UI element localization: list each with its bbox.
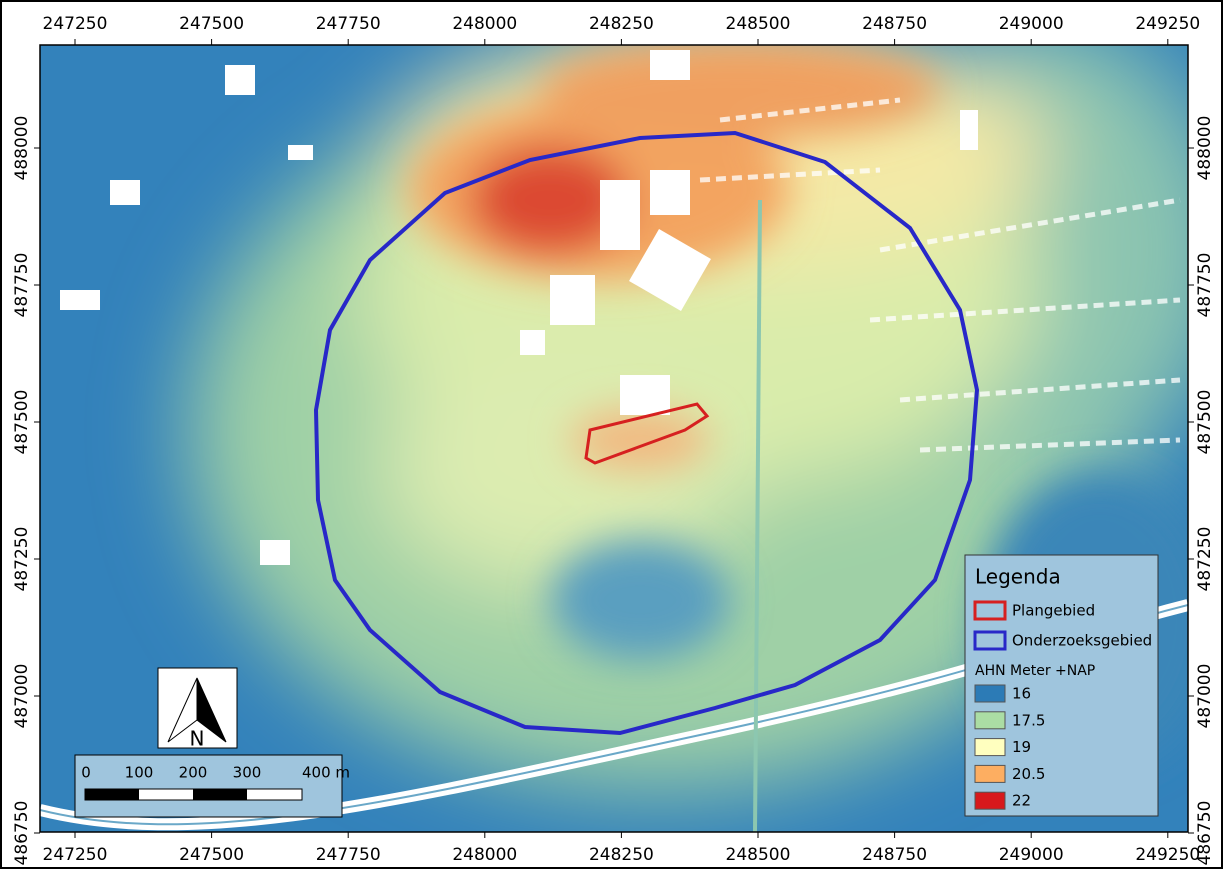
x-tick-label-top: 247750	[316, 14, 381, 34]
north-arrow: N	[157, 667, 238, 751]
y-tick-label-left: 487000	[12, 664, 32, 729]
y-tick-label-right: 486750	[1195, 801, 1215, 866]
x-tick-label-bottom: 249000	[999, 845, 1064, 865]
x-tick-label-top: 247250	[43, 14, 108, 34]
y-tick-label-right: 487250	[1195, 527, 1215, 592]
legend-area-label: Onderzoeksgebied	[1012, 632, 1152, 650]
x-tick-label-bottom: 247750	[316, 845, 381, 865]
scale-label: 0	[81, 764, 91, 782]
y-tick-label-right: 487000	[1195, 664, 1215, 729]
legend: Legenda Plangebied Onderzoeksgebied AHN Met…	[964, 554, 1159, 817]
x-tick-label-top: 248500	[726, 14, 791, 34]
scale-label: 300	[233, 764, 262, 782]
legend-ramp-swatch	[974, 738, 1006, 757]
onderzoeksgebied-outline	[313, 130, 980, 736]
legend-ramp-label: 20.5	[1012, 765, 1045, 783]
legend-ramp-label: 16	[1012, 685, 1031, 703]
x-tick-label-top: 249000	[999, 14, 1064, 34]
legend-ramp-label: 19	[1012, 738, 1031, 756]
x-tick-label-bottom: 247500	[179, 845, 244, 865]
plangebied-outline	[584, 402, 710, 465]
legend-area-swatch	[973, 600, 1007, 621]
y-tick-label-right: 487750	[1195, 253, 1215, 318]
map-border	[39, 44, 1189, 833]
legend-ramp-swatch	[974, 764, 1006, 783]
x-tick-label-top: 249250	[1135, 14, 1200, 34]
x-tick-label-bottom: 249250	[1135, 845, 1200, 865]
legend-ramp-label: 17.5	[1012, 711, 1045, 729]
x-tick-label-bottom: 248000	[452, 845, 517, 865]
legend-area-swatch	[973, 630, 1007, 651]
x-tick-label-bottom: 248250	[589, 845, 654, 865]
y-tick-label-left: 486750	[12, 801, 32, 866]
legend-ramp-title: AHN Meter +NAP	[975, 663, 1095, 679]
legend-title: Legenda	[975, 565, 1061, 589]
y-tick-label-left: 487250	[12, 527, 32, 592]
y-tick-label-left: 487500	[12, 390, 32, 455]
scale-label: 400 m	[302, 764, 350, 782]
x-tick-label-top: 248000	[452, 14, 517, 34]
north-label: N	[190, 727, 205, 751]
legend-ramp-label: 22	[1012, 792, 1031, 810]
x-tick-label-top: 248250	[589, 14, 654, 34]
x-tick-label-bottom: 248750	[862, 845, 927, 865]
x-tick-label-top: 248750	[862, 14, 927, 34]
scale-bar: 0 100 200 300 400 m	[74, 754, 350, 818]
y-tick-label-right: 487500	[1195, 390, 1215, 455]
legend-ramp-swatch	[974, 684, 1006, 703]
scale-label: 100	[125, 764, 154, 782]
x-tick-label-bottom: 248500	[726, 845, 791, 865]
y-tick-label-left: 487750	[12, 253, 32, 318]
scale-label: 200	[179, 764, 208, 782]
y-tick-label-left: 488000	[12, 116, 32, 181]
x-tick-label-top: 247500	[179, 14, 244, 34]
legend-area-label: Plangebied	[1012, 602, 1095, 620]
legend-ramp-swatch	[974, 711, 1006, 730]
legend-ramp-swatch	[974, 791, 1006, 810]
x-tick-label-bottom: 247250	[43, 845, 108, 865]
y-tick-label-right: 488000	[1195, 116, 1215, 181]
